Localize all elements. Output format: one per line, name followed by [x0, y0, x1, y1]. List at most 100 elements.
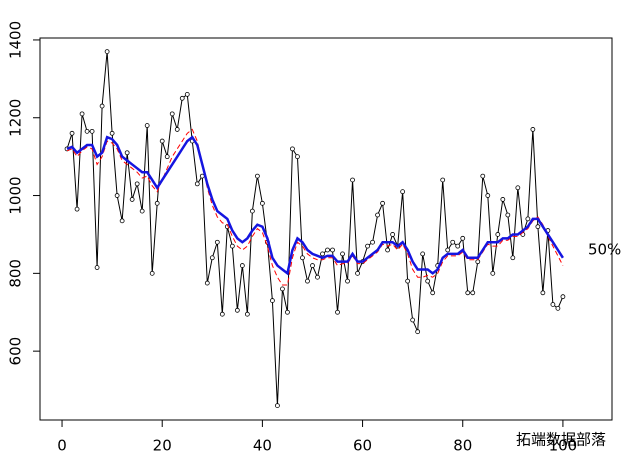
data-point: [420, 251, 426, 257]
data-point: [505, 212, 511, 218]
data-point: [204, 280, 210, 286]
data-point: [84, 128, 90, 134]
data-point: [174, 127, 180, 132]
y-tick-label: 800: [7, 259, 25, 288]
data-point: [345, 278, 350, 284]
data-point: [510, 255, 516, 261]
y-tick-label: 1400: [7, 21, 25, 59]
x-tick-label: 0: [57, 437, 67, 455]
data-point: [144, 123, 150, 128]
data-point: [560, 294, 566, 300]
data-point: [69, 130, 75, 136]
data-point: [300, 255, 305, 261]
data-point: [470, 290, 476, 296]
data-point: [129, 197, 135, 202]
data-point: [159, 138, 165, 144]
data-point: [465, 290, 471, 296]
y-tick-label: 1000: [7, 176, 25, 214]
data-point: [315, 274, 320, 280]
data-point: [455, 243, 461, 249]
y-tick-label: 600: [7, 337, 25, 366]
data-point: [214, 239, 220, 245]
data-point: [139, 208, 145, 214]
data-point: [450, 239, 456, 245]
data-point: [239, 263, 245, 268]
data-point: [295, 154, 300, 160]
data-point: [109, 130, 115, 136]
data-point: [410, 317, 416, 323]
data-point: [119, 218, 125, 224]
data-point: [249, 208, 255, 214]
annotation: 50%: [588, 241, 621, 259]
data-point: [305, 278, 310, 284]
data-point: [495, 232, 501, 237]
data-point: [164, 154, 170, 160]
data-point: [425, 278, 431, 284]
data-point: [480, 173, 486, 179]
data-point: [244, 311, 250, 317]
x-tick-label: 100: [549, 437, 578, 455]
data-point: [194, 181, 200, 187]
data-point: [114, 193, 120, 198]
x-tick-label: 40: [253, 437, 272, 455]
data-point: [340, 251, 345, 257]
data-point: [280, 286, 285, 292]
data-point: [229, 243, 235, 249]
data-point: [184, 92, 190, 97]
data-point: [179, 95, 185, 101]
data-point: [550, 302, 556, 307]
data-point: [485, 193, 491, 198]
series-line: [66, 128, 564, 286]
data-point: [270, 298, 275, 303]
data-point: [89, 128, 95, 134]
data-point: [74, 206, 80, 212]
data-point: [285, 309, 290, 315]
x-tick-label: 60: [353, 437, 372, 455]
data-point: [149, 270, 155, 276]
data-point: [500, 197, 506, 202]
data-point: [525, 216, 531, 222]
data-point: [365, 243, 370, 249]
data-point: [209, 255, 215, 261]
data-point: [330, 247, 335, 253]
data-point: [94, 265, 100, 270]
data-point: [104, 49, 110, 55]
data-point: [169, 111, 175, 117]
data-point: [350, 177, 355, 183]
data-point: [430, 290, 436, 296]
data-point: [385, 247, 391, 253]
data-point: [79, 111, 85, 117]
data-point: [325, 247, 330, 253]
data-point: [460, 235, 466, 241]
data-point: [515, 185, 521, 191]
plot-frame: [39, 37, 613, 421]
data-point: [440, 177, 446, 183]
data-point: [540, 290, 546, 296]
data-point: [124, 150, 130, 156]
x-tick-label: 20: [153, 437, 172, 455]
watermark: 拓端数据部落: [516, 431, 606, 449]
data-point: [445, 247, 451, 253]
data-point: [370, 239, 375, 245]
data-point: [355, 270, 360, 276]
data-point: [555, 305, 561, 311]
data-point: [134, 181, 140, 187]
data-point: [400, 189, 406, 195]
y-tick-label: 1200: [7, 99, 25, 137]
data-point: [405, 278, 411, 284]
data-point: [99, 103, 105, 109]
data-point: [335, 309, 340, 315]
data-point: [380, 200, 385, 206]
data-point: [535, 224, 541, 230]
data-point: [375, 212, 380, 218]
x-tick-label: 80: [453, 437, 472, 455]
data-point: [390, 232, 396, 237]
data-point: [530, 127, 536, 132]
data-point: [415, 329, 421, 335]
data-point: [259, 200, 265, 206]
series-line: [66, 135, 564, 276]
data-point: [310, 263, 315, 268]
data-point: [275, 403, 280, 409]
